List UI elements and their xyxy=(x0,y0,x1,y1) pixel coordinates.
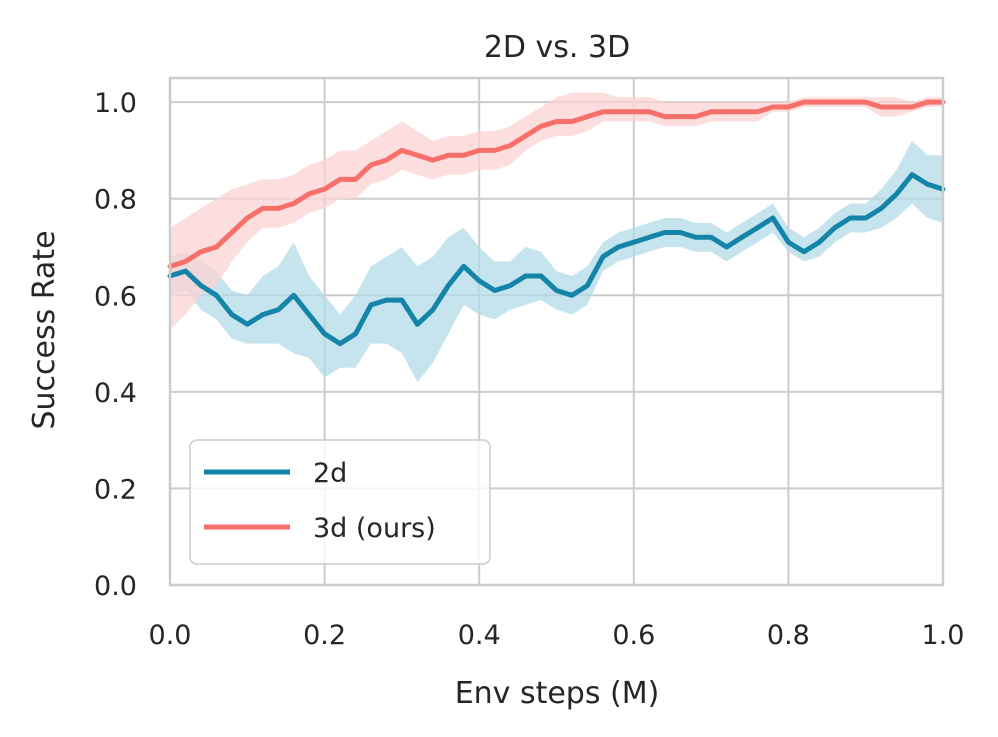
series-line-2d xyxy=(167,172,946,347)
legend-label-3d-ours: 3d (ours) xyxy=(313,513,436,544)
x-tick-label: 0.4 xyxy=(458,620,501,651)
band-3d-ours xyxy=(170,92,943,330)
x-tick-label: 1.0 xyxy=(922,620,965,651)
series-line-3d-ours xyxy=(167,99,946,269)
x-tick-label: 0.0 xyxy=(149,620,192,651)
x-tick-label: 0.2 xyxy=(303,620,346,651)
legend: 2d 3d (ours) xyxy=(189,439,491,565)
x-tick-label: 0.6 xyxy=(612,620,655,651)
y-tick-label: 0.0 xyxy=(94,571,137,602)
y-tick-label: 0.6 xyxy=(94,281,137,312)
plot-frame xyxy=(168,76,945,587)
x-tick-label: 0.8 xyxy=(767,620,810,651)
x-axis-label: Env steps (M) xyxy=(455,676,660,711)
chart-title: 2D vs. 3D xyxy=(484,30,630,65)
y-tick-label: 0.4 xyxy=(94,378,137,409)
y-tick-label: 1.0 xyxy=(94,88,137,119)
y-tick-label: 0.2 xyxy=(94,474,137,505)
tick-labels: 0.0 0.2 0.4 0.6 0.8 1.0 0.0 0.2 0.4 0.6 0.8 1.0 xyxy=(94,88,964,651)
legend-label-2d: 2d xyxy=(313,458,347,489)
series-lines xyxy=(167,99,946,347)
y-tick-label: 0.8 xyxy=(94,185,137,216)
y-axis-label: Success Rate xyxy=(27,230,62,429)
